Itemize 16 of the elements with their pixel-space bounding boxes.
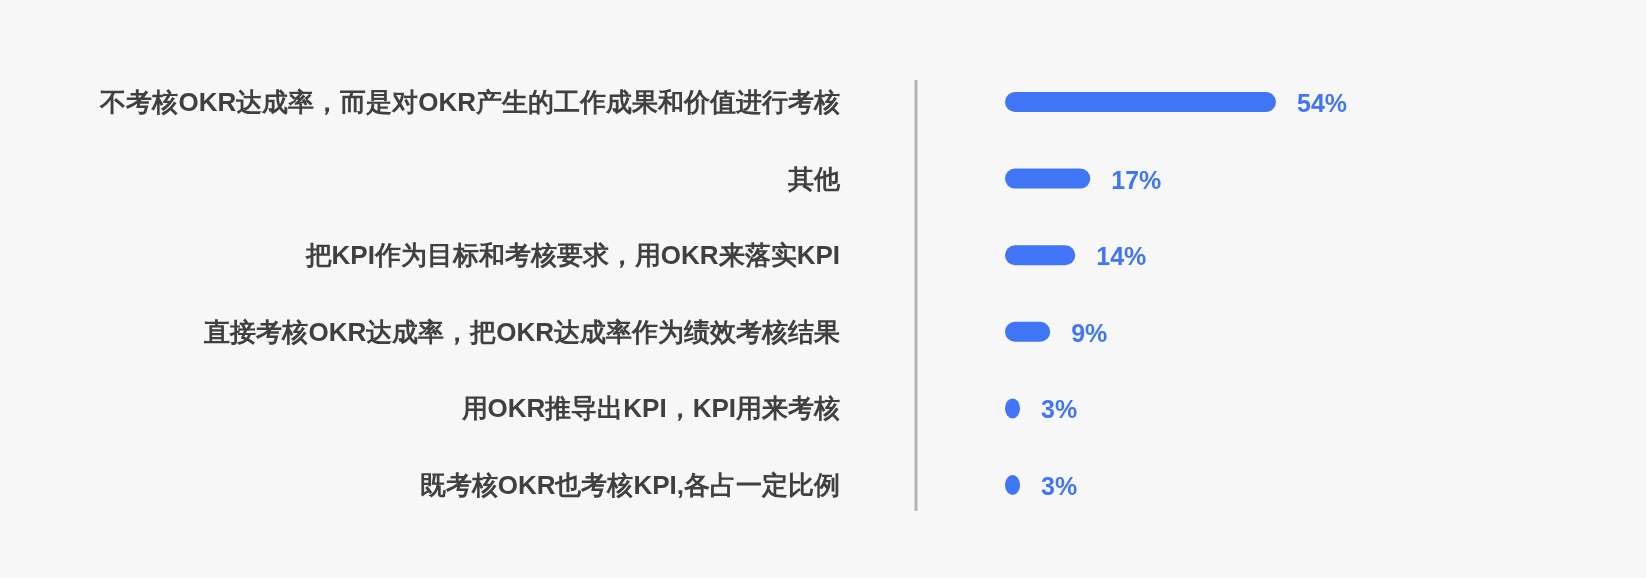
data-label: 3% — [1041, 395, 1078, 424]
data-label: 9% — [1071, 318, 1108, 347]
data-label: 54% — [1297, 89, 1348, 117]
bar — [1005, 245, 1076, 266]
y-tick-label: 把KPI作为目标和考核要求，用OKR来落实KPI — [304, 240, 840, 271]
y-tick-label: 不考核OKR达成率，而是对OKR产生的工作成果和价值进行考核 — [99, 87, 840, 117]
bar — [1005, 321, 1051, 342]
y-tick-label: 直接考核OKR达成率，把OKR达成率作为绩效考核结果 — [203, 316, 840, 347]
y-tick-label: 既考核OKR也考核KPI,各占一定比例 — [419, 470, 840, 500]
y-tick-label: 其他 — [787, 163, 841, 194]
y-tick-label: 用OKR推导出KPI，KPI用来考核 — [460, 393, 840, 424]
data-label: 14% — [1096, 242, 1147, 271]
bar — [1005, 92, 1276, 112]
data-label: 3% — [1041, 472, 1078, 500]
bar — [1005, 168, 1091, 189]
data-label: 17% — [1111, 165, 1162, 194]
